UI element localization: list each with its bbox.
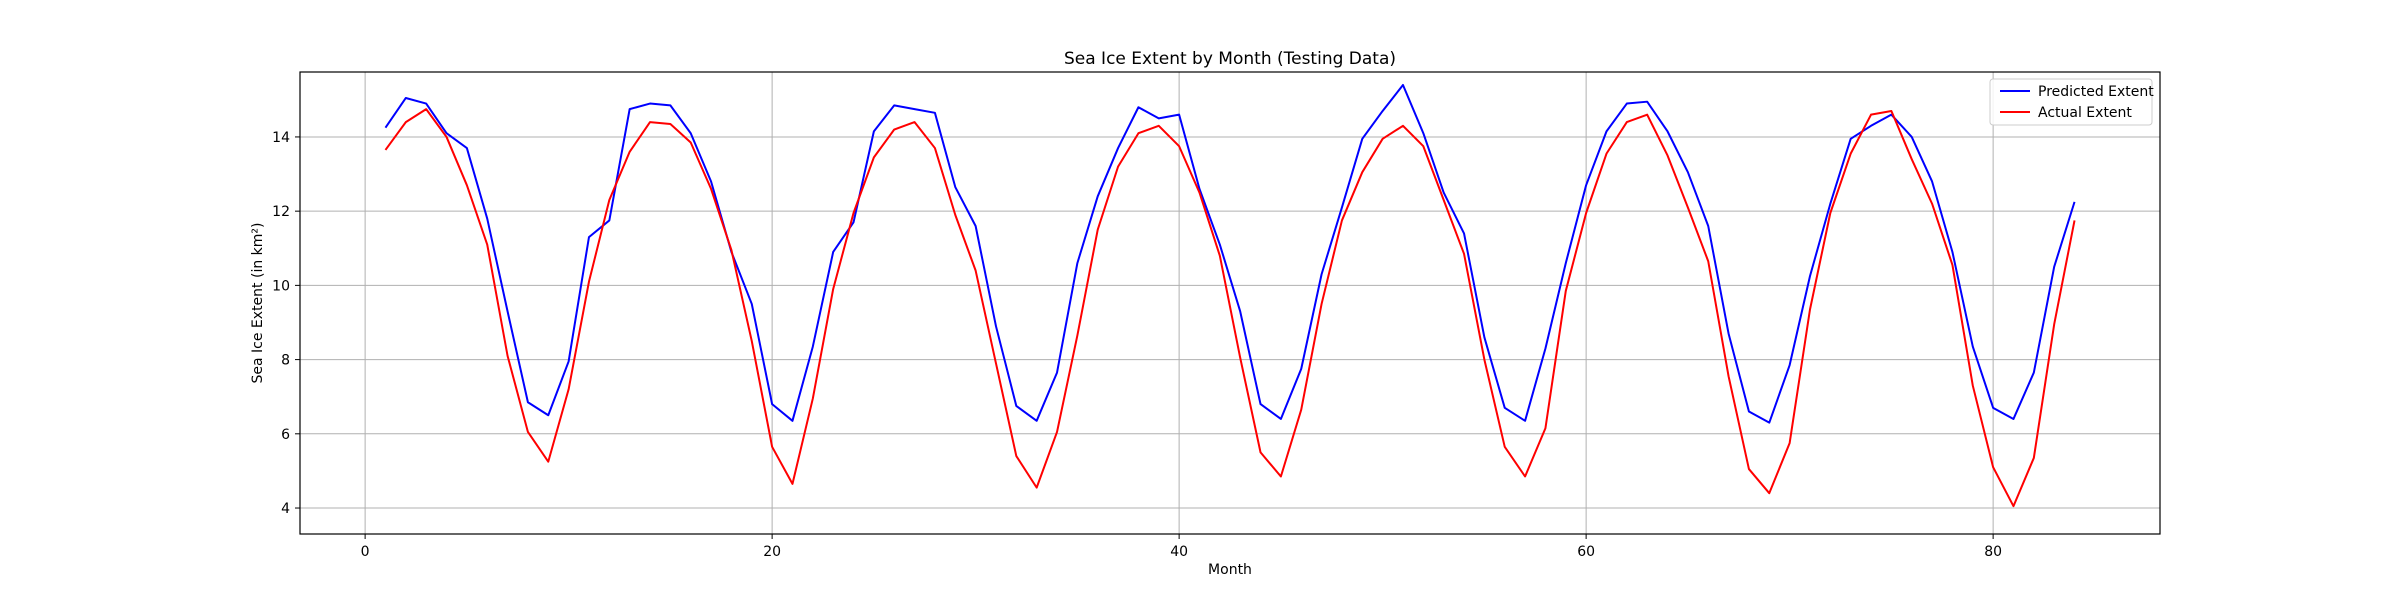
x-tick-label: 20 xyxy=(763,544,781,560)
series-lines xyxy=(384,83,2076,508)
x-tick-label: 40 xyxy=(1170,544,1188,560)
x-tick-label: 0 xyxy=(361,544,370,560)
x-axis-ticks: 0 20 40 60 80 xyxy=(361,534,2002,560)
legend-box xyxy=(1989,78,2153,126)
y-axis-ticks: 4 6 8 10 12 14 xyxy=(272,130,300,517)
x-tick-label: 60 xyxy=(1577,544,1595,560)
grid-lines xyxy=(300,72,2160,534)
y-tick-label: 8 xyxy=(281,353,290,369)
y-tick-label: 10 xyxy=(272,278,290,294)
x-tick-label: 80 xyxy=(1984,544,2002,560)
series-line-actual xyxy=(384,108,2076,508)
y-tick-label: 14 xyxy=(272,130,290,146)
legend-label-actual: Actual Extent xyxy=(2038,105,2132,121)
y-tick-label: 6 xyxy=(281,427,290,443)
legend: Predicted Extent Actual Extent xyxy=(1989,78,2154,126)
chart-title: Sea Ice Extent by Month (Testing Data) xyxy=(1064,49,1396,69)
y-tick-label: 12 xyxy=(272,204,290,220)
y-tick-label: 4 xyxy=(281,501,290,517)
x-axis-label: Month xyxy=(1208,562,1252,578)
legend-label-predicted: Predicted Extent xyxy=(2038,84,2154,100)
y-axis-label: Sea Ice Extent (in km²) xyxy=(250,223,266,384)
plot-frame xyxy=(299,71,2161,535)
series-line-predicted xyxy=(384,83,2076,424)
